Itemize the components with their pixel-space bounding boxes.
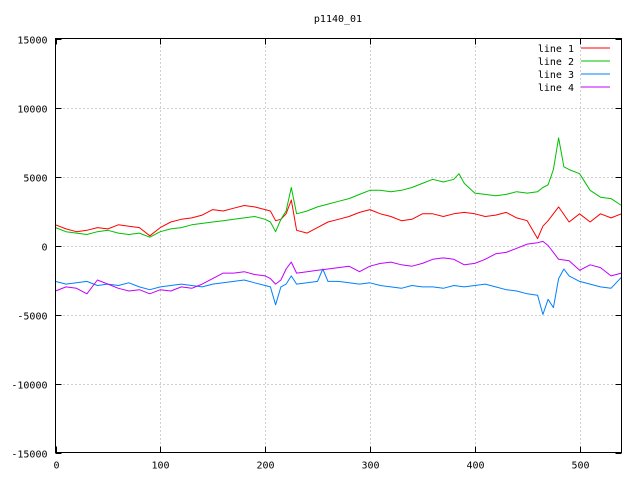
x-tick-label: 0 bbox=[53, 461, 59, 472]
series-line-4 bbox=[55, 240, 622, 295]
x-tick-label: 400 bbox=[466, 461, 484, 472]
series-line-3 bbox=[55, 268, 622, 315]
y-tick-label: -5000 bbox=[17, 312, 47, 323]
series-line-1 bbox=[55, 199, 622, 240]
series-lines bbox=[55, 137, 622, 315]
y-tick-label: 0 bbox=[41, 243, 47, 254]
legend-label: line 1 bbox=[538, 44, 574, 55]
legend-label: line 4 bbox=[538, 83, 574, 94]
grid bbox=[55, 38, 622, 453]
legend: line 1 line 2 line 3 line 4 bbox=[538, 44, 610, 94]
x-tick-label: 100 bbox=[151, 461, 169, 472]
y-tick-labels: -15000 -10000 -5000 0 5000 10000 15000 bbox=[11, 36, 47, 461]
plot-frame bbox=[55, 38, 622, 453]
y-tick-label: 10000 bbox=[17, 105, 47, 116]
y-tick-label: -15000 bbox=[11, 450, 47, 461]
x-tick-labels: 0 100 200 300 400 500 bbox=[53, 461, 589, 472]
x-tick-label: 500 bbox=[571, 461, 589, 472]
series-line-2 bbox=[55, 137, 622, 238]
chart-title: p1140_01 bbox=[314, 14, 362, 25]
legend-label: line 2 bbox=[538, 57, 574, 68]
x-tick-label: 300 bbox=[361, 461, 379, 472]
y-tick-label: -10000 bbox=[11, 381, 47, 392]
legend-label: line 3 bbox=[538, 70, 574, 81]
y-tick-label: 5000 bbox=[23, 174, 47, 185]
axis-ticks bbox=[55, 38, 622, 454]
y-tick-label: 15000 bbox=[17, 36, 47, 47]
x-tick-label: 200 bbox=[256, 461, 274, 472]
